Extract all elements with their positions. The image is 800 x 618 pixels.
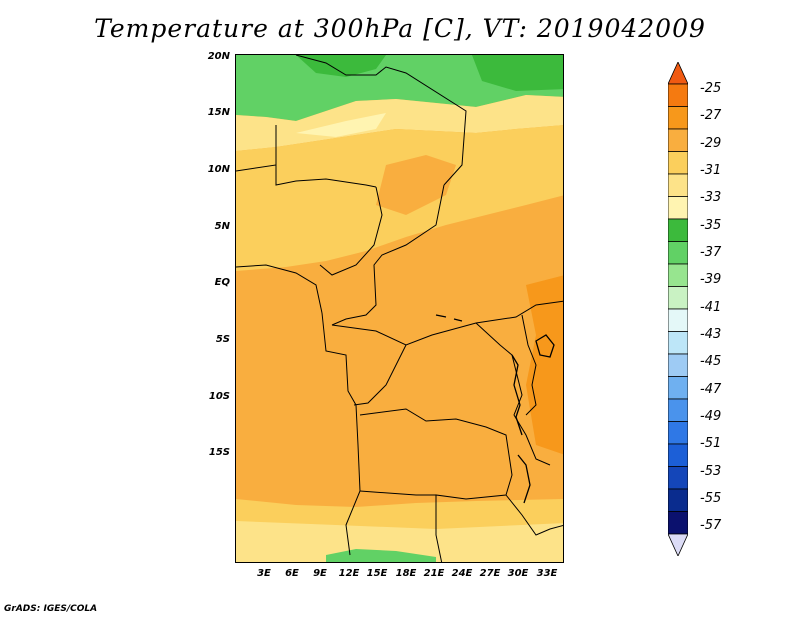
colorbar-cell	[668, 398, 688, 422]
colorbar-label: -49	[700, 409, 722, 424]
colorbar-cell	[668, 151, 688, 175]
lon-label-24e: 24E	[451, 568, 473, 579]
lon-label-33e: 33E	[536, 568, 558, 579]
colorbar-label: -37	[700, 245, 722, 260]
lon-label-3e: 3E	[257, 568, 271, 579]
colorbar-cell	[668, 376, 688, 400]
colorbar-label: -27	[700, 108, 722, 123]
colorbar-label: -55	[700, 491, 722, 506]
colorbar-cell	[668, 83, 688, 107]
field-palest-patch	[296, 113, 386, 137]
lon-label-6e: 6E	[285, 568, 299, 579]
lat-label-10s: 10S	[208, 391, 230, 402]
lat-label-15n: 15N	[207, 107, 230, 118]
lakes	[435, 314, 555, 504]
colorbar-cell	[668, 263, 688, 287]
lon-label-15e: 15E	[366, 568, 388, 579]
lat-label-10n: 10N	[207, 164, 230, 175]
colorbar-top-arrow	[668, 62, 688, 85]
lat-label-5n: 5N	[214, 221, 230, 232]
field-warm-patch-north	[376, 155, 456, 215]
colorbar-bottom-arrow	[668, 533, 688, 556]
colorbar-cell	[668, 488, 688, 512]
colorbar-cell	[668, 196, 688, 220]
country-borders	[236, 55, 563, 562]
colorbar-label: -25	[700, 81, 722, 96]
colorbar-label: -51	[700, 436, 722, 451]
chart-title: Temperature at 300hPa [C], VT: 201904200…	[94, 14, 706, 43]
lon-label-27e: 27E	[479, 568, 501, 579]
field-warm-east	[526, 275, 563, 455]
field-pale-south	[236, 521, 563, 562]
colorbar-label: -39	[700, 272, 722, 287]
field-green-dark-ne	[472, 55, 563, 91]
colorbar-cell	[668, 421, 688, 445]
colorbar-cell	[668, 466, 688, 490]
colorbar-cell	[668, 511, 688, 535]
colorbar-cell	[668, 331, 688, 355]
lon-label-9e: 9E	[313, 568, 327, 579]
colorbar-cell	[668, 241, 688, 265]
lat-label-15s: 15S	[208, 447, 230, 458]
colorbar-label: -41	[700, 300, 722, 315]
field-green-south	[326, 549, 436, 562]
lon-label-12e: 12E	[338, 568, 360, 579]
colorbar-label: -43	[700, 327, 722, 342]
colorbar-label: -57	[700, 518, 722, 533]
colorbar-cell	[668, 286, 688, 310]
colorbar-label: -35	[700, 218, 722, 233]
colorbar	[668, 62, 688, 556]
colorbar-label: -29	[700, 136, 722, 151]
colorbar-label: -53	[700, 464, 722, 479]
colorbar-cell	[668, 128, 688, 152]
colorbar-cell	[668, 443, 688, 467]
colorbar-cell	[668, 106, 688, 130]
map-field-svg	[236, 55, 563, 562]
lat-label-eq: EQ	[214, 277, 230, 288]
colorbar-label: -31	[700, 163, 722, 178]
lon-label-21e: 21E	[423, 568, 445, 579]
colorbar-cell	[668, 353, 688, 377]
colorbar-cell	[668, 308, 688, 332]
field-pale-band	[236, 95, 563, 151]
lat-label-20n: 20N	[207, 51, 230, 62]
colorbar-cell	[668, 218, 688, 242]
grads-credit: GrADS: IGES/COLA	[4, 604, 98, 614]
lon-label-30e: 30E	[507, 568, 529, 579]
colorbar-label: -47	[700, 382, 722, 397]
lat-label-5s: 5S	[215, 334, 230, 345]
colorbar-label: -33	[700, 190, 722, 205]
colorbar-cell	[668, 173, 688, 197]
map-plot-area	[235, 54, 564, 563]
colorbar-label: -45	[700, 354, 722, 369]
lon-label-18e: 18E	[395, 568, 417, 579]
